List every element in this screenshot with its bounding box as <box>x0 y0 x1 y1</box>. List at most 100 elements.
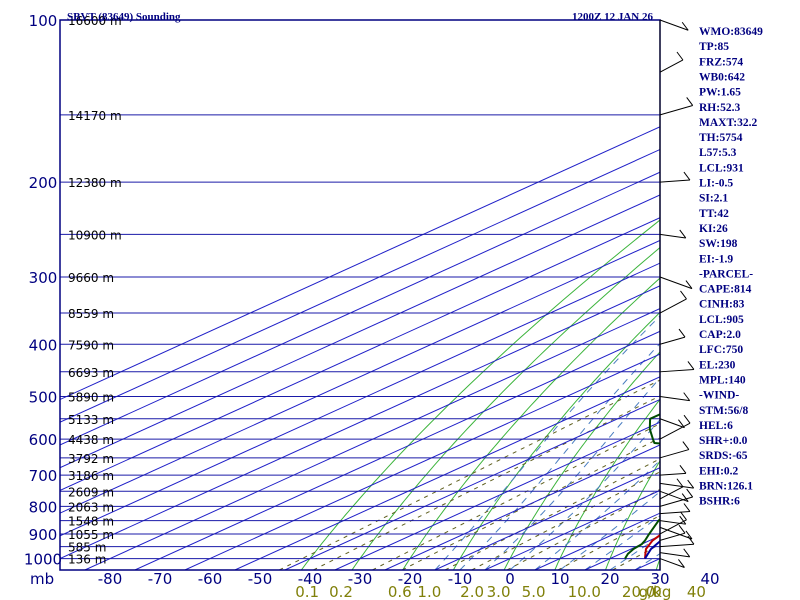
height-label: 4438 m <box>68 433 114 447</box>
wind-barb <box>659 486 684 500</box>
wind-barb-flag <box>682 441 690 450</box>
height-label: 14170 m <box>68 109 122 123</box>
wind-barb <box>659 233 686 239</box>
pressure-tick-label: 800 <box>29 498 58 516</box>
wind-barb <box>659 418 685 429</box>
wind-barb <box>659 19 689 31</box>
pressure-tick-label: 1000 <box>24 551 62 569</box>
moist-adiabat <box>584 515 660 570</box>
pressure-tick-label: 200 <box>29 174 58 192</box>
index-item: LFC:750 <box>699 344 743 356</box>
index-panel: WMO:83649 TP:85 FRZ:574 WB0:642 PW:1.65 RH:52… <box>699 26 763 508</box>
wind-barbs <box>659 19 695 570</box>
isotherm <box>334 421 660 570</box>
height-labels: 16600 m 14170 m 12380 m 10900 m 9660 m 8559 m… <box>68 14 122 567</box>
height-label: 585 m <box>68 541 106 555</box>
temperature-tick-label: 40 <box>700 570 719 588</box>
isotherm <box>60 217 660 491</box>
height-label: 2063 m <box>68 500 114 514</box>
pressure-tick-label: 400 <box>29 336 58 354</box>
index-item: EHI:0.2 <box>699 465 739 477</box>
isotherm <box>84 308 660 570</box>
wind-barb-flag <box>687 361 695 370</box>
moist-adiabat <box>434 315 660 570</box>
dry-adiabat <box>554 398 660 570</box>
wind-barb-flag <box>685 280 693 289</box>
dry-adiabat <box>402 277 660 570</box>
wind-barb <box>659 532 686 541</box>
height-label: 1548 m <box>68 515 114 529</box>
index-item: TP:85 <box>699 41 729 53</box>
height-label: 16600 m <box>68 14 122 28</box>
moist-adiabat <box>559 490 660 570</box>
wind-barb <box>659 422 691 440</box>
index-item: -PARCEL- <box>699 268 753 280</box>
index-item: WB0:642 <box>699 71 745 83</box>
temperature-tick-label: -30 <box>348 570 373 588</box>
isotherm <box>60 285 660 560</box>
pressure-tick-label: 300 <box>29 269 58 287</box>
index-item: EI:-1.9 <box>699 253 733 265</box>
temperature-tick-label: -70 <box>148 570 173 588</box>
index-item: BSHR:6 <box>699 496 740 508</box>
wind-barb-flag <box>683 392 691 401</box>
temperature-axis: -80 -70 -60 -50 -40 -30 -20 -10 0 10 20 30 40 <box>98 570 720 588</box>
chart-title: SBVT (83649) Sounding <box>67 11 181 23</box>
index-item: RH:52.3 <box>699 102 740 114</box>
wind-barb <box>659 276 693 290</box>
wind-barb <box>659 482 694 489</box>
index-item: SRDS:-65 <box>699 450 748 462</box>
wind-barb <box>659 558 685 568</box>
index-item: KI:26 <box>699 223 728 235</box>
wind-barb <box>659 104 693 116</box>
wind-barb <box>659 552 690 558</box>
mixing-ratio-label: 1.0 <box>417 583 441 600</box>
wind-barb-flag <box>683 171 691 181</box>
index-item: SI:2.1 <box>699 193 728 205</box>
isotherm <box>60 126 660 401</box>
index-item: MPL:140 <box>699 374 746 386</box>
index-item: HEL:6 <box>699 420 733 432</box>
dewpoint-line <box>624 413 660 560</box>
mixing-ratio-label: 5.0 <box>522 583 546 600</box>
isotherms <box>60 126 660 570</box>
height-label: 8559 m <box>68 307 114 321</box>
mixing-ratio-line <box>506 488 660 570</box>
isotherm <box>60 194 660 469</box>
temperature-tick-label: 30 <box>650 570 669 588</box>
sounding-lines <box>624 413 660 560</box>
wind-barb <box>659 395 690 402</box>
height-label: 136 m <box>68 553 106 567</box>
wind-barb <box>659 368 694 373</box>
wind-barb <box>659 490 689 503</box>
index-item: LCL:931 <box>699 162 744 174</box>
mixing-ratio-label: 0.6 <box>388 583 412 600</box>
wind-barb-flag <box>681 493 689 502</box>
dry-adiabat <box>605 459 660 570</box>
wind-barb-flag <box>681 21 689 31</box>
mixing-ratio-label: 20.0 <box>622 583 655 600</box>
wind-barb-flag <box>686 488 694 498</box>
mixing-ratio-unit-label: g/kg <box>639 583 672 600</box>
height-label: 10900 m <box>68 228 122 242</box>
wind-barb <box>659 472 686 476</box>
pressure-tick-label: 600 <box>29 431 58 449</box>
wind-barb-flag <box>685 530 693 540</box>
pressure-tick-label: 500 <box>29 388 58 406</box>
index-item: MAXT:32.2 <box>699 117 757 129</box>
wind-barb-flag <box>676 478 684 488</box>
mixing-ratio-line <box>313 395 660 570</box>
wind-barb-flag <box>679 465 687 474</box>
mixing-ratio-line <box>372 423 660 570</box>
moist-adiabats <box>434 315 660 570</box>
temperature-tick-label: -60 <box>198 570 223 588</box>
wind-barb-flag <box>678 524 686 534</box>
dry-adiabat <box>300 219 660 570</box>
index-item: L57:5.3 <box>699 147 737 159</box>
chart-subtitle: 1200Z 12 JAN 26 <box>572 11 653 23</box>
height-label: 1055 m <box>68 528 114 542</box>
isotherm <box>60 239 660 514</box>
mixing-ratio-label: 0.2 <box>329 583 353 600</box>
wind-barb <box>659 449 689 459</box>
